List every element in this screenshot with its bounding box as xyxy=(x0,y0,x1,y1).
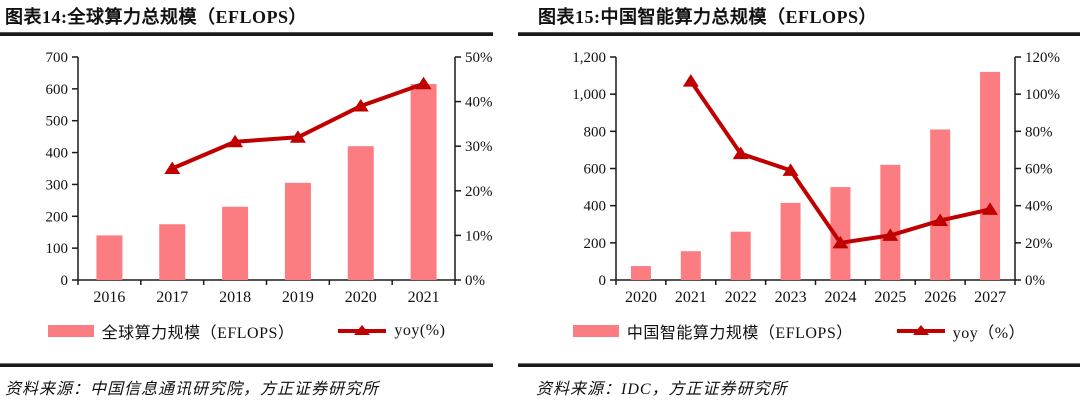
svg-text:2017: 2017 xyxy=(156,289,188,306)
svg-text:1,000: 1,000 xyxy=(572,87,606,103)
svg-text:700: 700 xyxy=(46,50,69,66)
svg-text:0%: 0% xyxy=(1025,273,1045,289)
svg-text:10%: 10% xyxy=(465,228,493,244)
title-rule xyxy=(0,32,493,36)
svg-text:40%: 40% xyxy=(1025,199,1053,215)
chart-panel-china-ai: 图表15:中国智能算力总规模（EFLOPS） 0 200 400 600 800 1,00… xyxy=(518,0,1080,399)
svg-text:0: 0 xyxy=(599,273,607,289)
source-note: 资料来源：中国信息通讯研究院，方正证券研究所 xyxy=(5,381,380,398)
source-note: 资料来源：IDC，方正证券研究所 xyxy=(536,381,788,398)
svg-text:2019: 2019 xyxy=(282,289,314,306)
legend: 全球算力规模（EFLOPS） yoy(%) xyxy=(0,315,493,347)
svg-text:400: 400 xyxy=(46,146,69,162)
legend-item-bar-series: 全球算力规模（EFLOPS） xyxy=(47,319,295,343)
svg-text:2020: 2020 xyxy=(345,289,377,306)
svg-text:2026: 2026 xyxy=(924,289,956,306)
svg-text:40%: 40% xyxy=(465,95,493,111)
legend: 中国智能算力规模（EFLOPS） yoy（%） xyxy=(518,315,1080,347)
svg-text:80%: 80% xyxy=(1025,124,1053,140)
svg-text:50%: 50% xyxy=(465,50,493,66)
svg-text:300: 300 xyxy=(46,177,69,193)
bar-series-label: 中国智能算力规模（EFLOPS） xyxy=(626,325,853,342)
svg-text:2023: 2023 xyxy=(775,289,807,306)
svg-text:30%: 30% xyxy=(465,139,493,155)
legend-item-line-series: yoy（%） xyxy=(896,319,1026,343)
legend-item-bar-series: 中国智能算力规模（EFLOPS） xyxy=(572,319,853,343)
svg-text:600: 600 xyxy=(46,82,69,98)
svg-text:2021: 2021 xyxy=(675,289,707,306)
line-series-label: yoy(%) xyxy=(394,322,446,339)
svg-text:2016: 2016 xyxy=(93,289,125,306)
svg-text:2018: 2018 xyxy=(219,289,251,306)
bottom-rule xyxy=(518,363,1080,367)
bar-series-swatch xyxy=(572,325,619,337)
bar-series-swatch xyxy=(47,325,94,337)
bar-series-label: 全球算力规模（EFLOPS） xyxy=(101,325,295,342)
svg-text:2025: 2025 xyxy=(874,289,906,306)
chart-panel-global: 图表14:全球算力总规模（EFLOPS） 0 100 200 300 400 500 600… xyxy=(0,0,493,399)
svg-text:800: 800 xyxy=(584,124,607,140)
bottom-rule xyxy=(0,363,493,367)
chart-title: 图表15:中国智能算力总规模（EFLOPS） xyxy=(538,7,878,27)
svg-text:2022: 2022 xyxy=(725,289,757,306)
svg-text:200: 200 xyxy=(584,236,607,252)
title-rule xyxy=(518,32,1080,36)
svg-text:500: 500 xyxy=(46,114,69,130)
svg-text:0: 0 xyxy=(61,273,69,289)
line-series-label: yoy（%） xyxy=(952,325,1026,342)
svg-text:200: 200 xyxy=(46,209,69,225)
line-series-swatch xyxy=(896,325,945,335)
svg-text:100: 100 xyxy=(46,241,69,257)
svg-text:1,200: 1,200 xyxy=(572,50,606,66)
svg-text:600: 600 xyxy=(584,162,607,178)
svg-text:60%: 60% xyxy=(1025,162,1053,178)
svg-text:120%: 120% xyxy=(1025,50,1060,66)
svg-text:2024: 2024 xyxy=(824,289,856,306)
svg-text:2021: 2021 xyxy=(408,289,440,306)
global-computing-chart-canvas: 0 100 200 300 400 500 600 700 0% 10% 20% 30% 40% 50% 2… xyxy=(46,50,493,306)
svg-text:20%: 20% xyxy=(465,184,493,200)
line-series-swatch xyxy=(338,325,387,335)
svg-text:0%: 0% xyxy=(465,273,485,289)
chart-title: 图表14:全球算力总规模（EFLOPS） xyxy=(5,7,308,27)
svg-text:2027: 2027 xyxy=(974,289,1006,306)
legend-item-line-series: yoy(%) xyxy=(338,322,445,340)
svg-text:20%: 20% xyxy=(1025,236,1053,252)
svg-text:2020: 2020 xyxy=(625,289,657,306)
china-ai-computing-chart-canvas: 0 200 400 600 800 1,000 1,200 0% 20% 40% 60% 80% 100… xyxy=(572,50,1060,306)
svg-text:100%: 100% xyxy=(1025,87,1060,103)
svg-text:400: 400 xyxy=(584,199,607,215)
